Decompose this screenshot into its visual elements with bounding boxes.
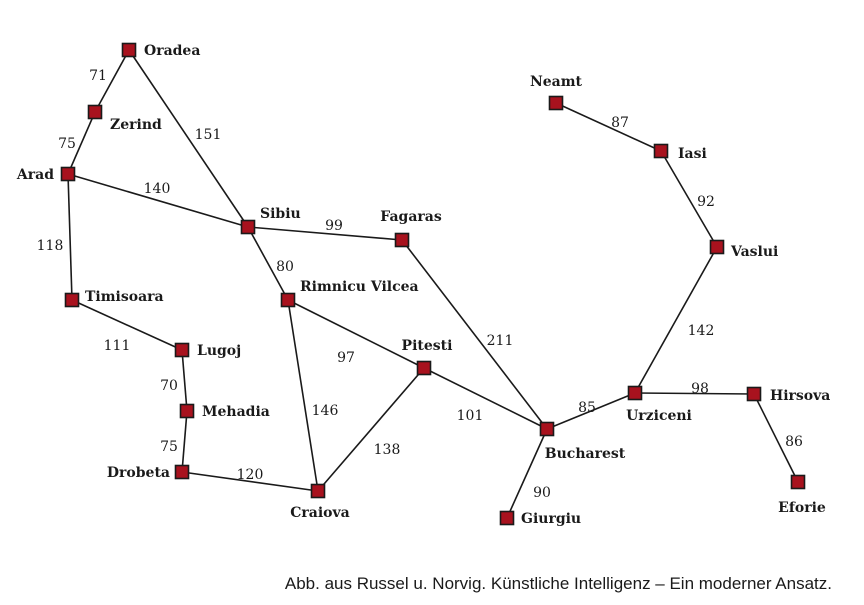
- city-node-craiova: [310, 483, 326, 499]
- city-label-eforie: Eforie: [778, 500, 826, 516]
- distance-label-iasi-neamt: 87: [611, 115, 629, 131]
- city-label-timisoara: Timisoara: [85, 289, 164, 305]
- road-zerind-arad: [67, 111, 96, 175]
- city-label-hirsova: Hirsova: [770, 388, 830, 404]
- road-sibiu-rimnicu: [247, 226, 289, 301]
- city-label-oradea: Oradea: [144, 43, 200, 59]
- city-label-pitesti: Pitesti: [402, 338, 453, 354]
- road-sibiu-fagaras: [247, 226, 403, 241]
- city-node-zerind: [87, 104, 103, 120]
- city-label-mehadia: Mehadia: [202, 404, 270, 420]
- city-node-hirsova: [746, 386, 762, 402]
- city-node-rimnicu: [280, 292, 296, 308]
- distance-label-oradea-zerind: 71: [89, 68, 107, 84]
- road-rimnicu-craiova: [287, 299, 319, 492]
- distance-label-arad-timisoara: 118: [37, 238, 64, 254]
- figure-caption: Abb. aus Russel u. Norvig. Künstliche In…: [284, 574, 832, 593]
- road-craiova-pitesti: [317, 367, 425, 492]
- city-label-craiova: Craiova: [290, 505, 349, 521]
- city-node-drobeta: [174, 464, 190, 480]
- road-bucharest-urziceni: [546, 392, 636, 430]
- city-node-urziceni: [627, 385, 643, 401]
- city-label-neamt: Neamt: [530, 74, 583, 90]
- city-node-neamt: [548, 95, 564, 111]
- city-label-zerind: Zerind: [110, 117, 162, 133]
- distance-label-urziceni-hirsova: 98: [691, 381, 709, 397]
- city-label-fagaras: Fagaras: [380, 209, 442, 225]
- road-pitesti-bucharest: [423, 367, 548, 430]
- city-node-arad: [60, 166, 76, 182]
- distance-label-vaslui-iasi: 92: [697, 194, 715, 210]
- city-node-oradea: [121, 42, 137, 58]
- distance-label-oradea-sibiu: 151: [195, 127, 222, 143]
- city-node-eforie: [790, 474, 806, 490]
- distance-label-hirsova-eforie: 86: [785, 434, 803, 450]
- distance-label-timisoara-lugoj: 111: [104, 338, 131, 354]
- distance-label-bucharest-giurgiu: 90: [533, 485, 551, 501]
- city-label-arad: Arad: [16, 167, 54, 183]
- road-urziceni-hirsova: [634, 392, 755, 395]
- road-urziceni-vaslui: [634, 246, 718, 394]
- road-oradea-zerind: [94, 49, 130, 113]
- distance-label-drobeta-craiova: 120: [237, 467, 264, 483]
- city-label-sibiu: Sibiu: [260, 206, 301, 222]
- city-node-mehadia: [179, 403, 195, 419]
- city-label-urziceni: Urziceni: [626, 408, 692, 424]
- distance-label-pitesti-bucharest: 101: [457, 408, 484, 424]
- city-label-rimnicu: Rimnicu Vilcea: [300, 279, 419, 295]
- city-node-vaslui: [709, 239, 725, 255]
- road-oradea-sibiu: [128, 49, 249, 228]
- city-node-pitesti: [416, 360, 432, 376]
- city-node-lugoj: [174, 342, 190, 358]
- road-drobeta-craiova: [181, 471, 319, 492]
- road-vaslui-iasi: [660, 150, 718, 248]
- road-arad-timisoara: [67, 173, 73, 301]
- city-node-bucharest: [539, 421, 555, 437]
- road-hirsova-eforie: [753, 393, 799, 483]
- city-label-lugoj: Lugoj: [197, 343, 241, 359]
- distance-label-zerind-arad: 75: [58, 136, 76, 152]
- road-arad-sibiu: [67, 173, 249, 228]
- distance-label-craiova-pitesti: 138: [374, 442, 401, 458]
- road-lugoj-mehadia: [181, 349, 188, 412]
- city-label-vaslui: Vaslui: [730, 244, 778, 260]
- road-timisoara-lugoj: [71, 299, 183, 351]
- distance-label-urziceni-vaslui: 142: [688, 323, 715, 339]
- distance-label-sibiu-fagaras: 99: [325, 218, 343, 234]
- distance-label-fagaras-bucharest: 211: [487, 333, 514, 349]
- city-label-bucharest: Bucharest: [545, 446, 626, 462]
- city-node-timisoara: [64, 292, 80, 308]
- distance-label-bucharest-urziceni: 85: [578, 400, 596, 416]
- distance-label-rimnicu-craiova: 146: [312, 403, 339, 419]
- road-mehadia-drobeta: [181, 410, 188, 473]
- road-iasi-neamt: [555, 102, 662, 152]
- road-fagaras-bucharest: [401, 239, 548, 430]
- distance-label-sibiu-rimnicu: 80: [276, 259, 294, 275]
- distance-label-lugoj-mehadia: 70: [160, 378, 178, 394]
- city-node-giurgiu: [499, 510, 515, 526]
- city-label-giurgiu: Giurgiu: [521, 511, 581, 527]
- city-label-drobeta: Drobeta: [107, 465, 170, 481]
- city-node-sibiu: [240, 219, 256, 235]
- city-node-iasi: [653, 143, 669, 159]
- road-rimnicu-pitesti: [287, 299, 425, 369]
- city-node-fagaras: [394, 232, 410, 248]
- road-bucharest-giurgiu: [506, 428, 548, 519]
- city-label-iasi: Iasi: [678, 146, 707, 162]
- distance-label-mehadia-drobeta: 75: [160, 439, 178, 455]
- distance-label-arad-sibiu: 140: [144, 181, 171, 197]
- distance-label-rimnicu-pitesti: 97: [337, 350, 355, 366]
